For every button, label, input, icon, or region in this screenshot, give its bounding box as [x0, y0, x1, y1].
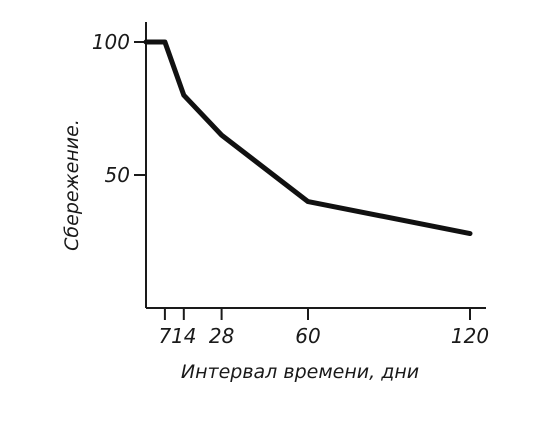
x-tick-label-28: 28	[209, 324, 234, 348]
y-axis-label: Сбережение.	[61, 119, 83, 251]
x-axis-label: Интервал времени, дни	[181, 361, 419, 383]
x-tick-label-60: 60	[295, 324, 320, 348]
x-ticks: 7 14 28 60 120	[159, 308, 489, 348]
x-tick-label-14: 14	[171, 324, 196, 348]
y-tick-label-50: 50	[105, 163, 130, 187]
x-tick-label-7: 7	[159, 324, 172, 348]
x-tick-label-120: 120	[451, 324, 489, 348]
series-line-0	[143, 39, 473, 237]
series-layer	[143, 39, 473, 237]
y-tick-label-100: 100	[92, 30, 130, 54]
y-ticks: 50 100	[92, 30, 146, 187]
